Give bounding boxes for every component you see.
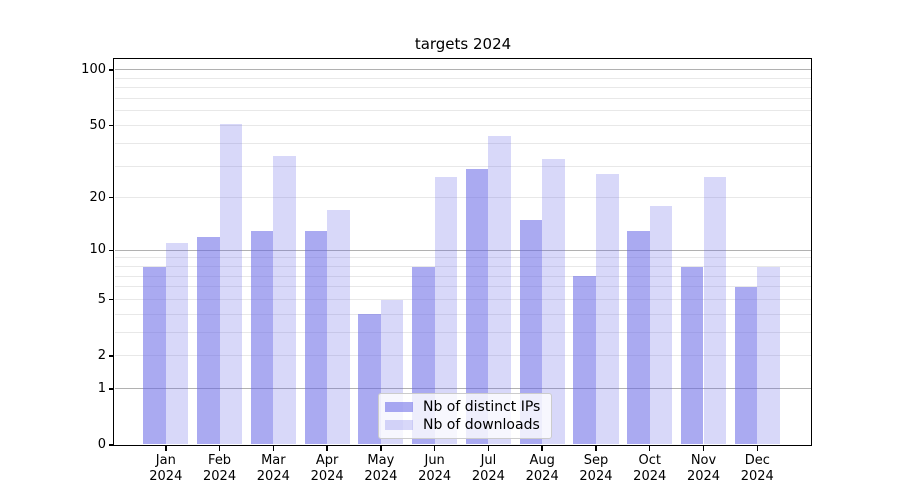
x-tick-label-nov: Nov 2024 — [686, 452, 721, 485]
x-tick-label-oct: Oct 2024 — [633, 452, 667, 485]
y-tick-label-1: 1 — [97, 380, 106, 396]
x-tick-label-jun: Jun 2024 — [418, 452, 452, 485]
bar-downloads-aug — [542, 158, 565, 445]
legend-item-downloads: Nb of downloads — [385, 417, 543, 434]
gridline-y-3 — [114, 331, 811, 333]
legend: Nb of distinct IPs Nb of downloads — [378, 393, 552, 439]
x-tick-label-mar: Mar 2024 — [256, 452, 290, 485]
x-tick-oct — [648, 446, 651, 451]
x-tick-label-dec: Dec 2024 — [740, 452, 774, 485]
y-tick-label-50: 50 — [89, 117, 106, 133]
x-tick-label-jan: Jan 2024 — [149, 452, 183, 485]
x-tick-feb — [218, 446, 221, 451]
bar-ips-feb — [196, 236, 220, 445]
gridline-y-30 — [114, 165, 811, 167]
x-tick-label-feb: Feb 2024 — [203, 452, 237, 485]
y-tick-0 — [108, 444, 114, 446]
gridline-y-10 — [114, 249, 811, 251]
gridline-y-90 — [114, 77, 811, 79]
y-tick-1 — [108, 388, 114, 390]
x-tick-label-aug: Aug 2024 — [525, 452, 559, 485]
gridline-y-4 — [114, 313, 811, 315]
gridline-y-9 — [114, 257, 811, 259]
x-tick-label-sep: Sep 2024 — [579, 452, 613, 485]
plot-frame — [113, 58, 812, 446]
gridline-y-1 — [114, 388, 811, 390]
y-tick-100 — [108, 69, 114, 71]
bar-downloads-sep — [595, 174, 619, 445]
x-tick-aug — [541, 446, 543, 451]
bar-ips-jan — [143, 266, 166, 445]
legend-label-downloads: Nb of downloads — [423, 416, 540, 433]
gridline-y-80 — [114, 87, 811, 89]
x-tick-label-may: May 2024 — [364, 452, 398, 485]
bar-downloads-jul — [488, 135, 511, 445]
gridline-y-60 — [114, 110, 811, 112]
bar-ips-jul — [465, 168, 489, 445]
x-tick-label-apr: Apr 2024 — [310, 452, 344, 485]
bar-ips-aug — [519, 219, 543, 445]
y-tick-5 — [108, 298, 114, 301]
gridline-y-40 — [114, 142, 811, 144]
y-tick-label-10: 10 — [89, 242, 106, 258]
y-tick-2 — [108, 355, 114, 357]
bar-downloads-oct — [649, 205, 673, 445]
chart-title: targets 2024 — [414, 35, 512, 53]
x-tick-sep — [595, 446, 597, 451]
y-tick-50 — [108, 124, 114, 127]
bar-ips-sep — [573, 276, 596, 445]
x-tick-nov — [702, 446, 705, 451]
y-tick-label-20: 20 — [89, 189, 106, 205]
y-tick-label-5: 5 — [97, 291, 106, 307]
bar-ips-nov — [680, 266, 704, 445]
gridline-y-50 — [114, 125, 811, 127]
x-tick-jan — [165, 446, 167, 451]
legend-swatch-downloads — [385, 420, 413, 430]
gridline-y-2 — [114, 355, 811, 357]
x-tick-dec — [756, 446, 759, 451]
bar-ips-apr — [304, 230, 328, 445]
legend-label-distinct-ips: Nb of distinct IPs — [423, 398, 541, 415]
bar-downloads-jan — [165, 243, 189, 445]
bar-ips-may — [358, 314, 381, 445]
bar-ips-oct — [627, 230, 650, 445]
gridline-y-7 — [114, 275, 811, 277]
x-tick-may — [380, 446, 382, 451]
y-tick-label-100: 100 — [81, 61, 106, 77]
bar-ips-mar — [250, 230, 274, 445]
y-tick-label-0: 0 — [97, 437, 106, 453]
gridline-y-5 — [114, 299, 811, 301]
bar-downloads-nov — [703, 177, 727, 445]
x-tick-label-jul: Jul 2024 — [471, 452, 505, 485]
gridline-y-70 — [114, 98, 811, 100]
gridline-y-8 — [114, 266, 811, 268]
x-tick-apr — [326, 446, 328, 451]
legend-item-distinct-ips: Nb of distinct IPs — [385, 399, 543, 416]
bar-ips-dec — [734, 286, 758, 445]
y-tick-label-2: 2 — [97, 347, 106, 363]
x-tick-jun — [433, 446, 436, 451]
bar-downloads-dec — [757, 266, 780, 445]
bar-downloads-apr — [327, 210, 350, 445]
gridline-y-100 — [114, 69, 811, 71]
x-tick-jul — [487, 446, 490, 451]
y-tick-10 — [108, 249, 114, 251]
gridline-y-20 — [114, 197, 811, 199]
bar-downloads-feb — [219, 123, 243, 445]
gridline-y-6 — [114, 286, 811, 288]
legend-swatch-distinct-ips — [385, 402, 413, 412]
bar-downloads-mar — [273, 156, 296, 445]
y-tick-20 — [108, 196, 114, 199]
x-tick-mar — [272, 446, 275, 451]
bar-downloads-jun — [434, 177, 458, 445]
